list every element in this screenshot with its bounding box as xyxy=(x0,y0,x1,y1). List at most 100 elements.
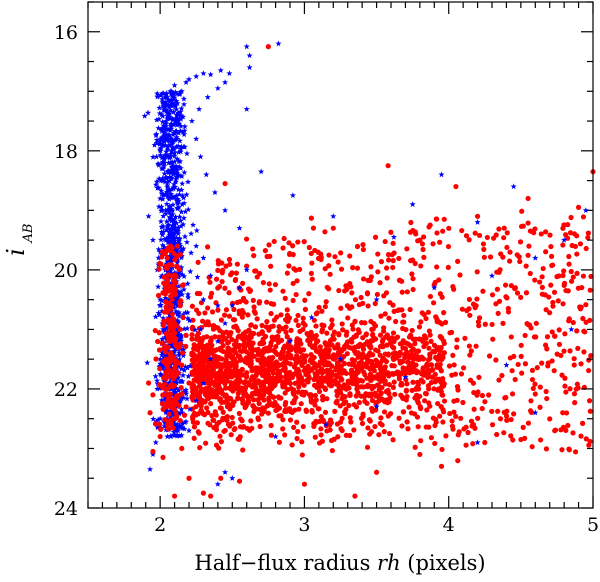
galaxy-point xyxy=(217,433,223,439)
galaxy-point xyxy=(239,314,245,320)
galaxy-point xyxy=(331,356,338,362)
star-point xyxy=(186,406,193,412)
galaxy-point xyxy=(409,327,415,334)
star-point xyxy=(175,283,183,289)
galaxy-point xyxy=(281,235,287,242)
galaxy-point xyxy=(588,273,594,280)
star-point xyxy=(159,326,167,332)
star-point xyxy=(175,374,182,381)
galaxy-point xyxy=(349,322,355,328)
galaxy-point xyxy=(280,417,286,423)
galaxy-point xyxy=(522,361,529,367)
galaxy-point xyxy=(410,276,416,282)
galaxy-point xyxy=(241,298,248,304)
star-point xyxy=(159,335,166,342)
star-point xyxy=(180,214,187,221)
galaxy-point xyxy=(407,258,414,264)
galaxy-point xyxy=(266,281,272,287)
galaxy-point xyxy=(419,241,426,247)
galaxy-point xyxy=(472,230,478,236)
galaxy-point xyxy=(415,386,422,392)
galaxy-point xyxy=(371,320,377,327)
star-point xyxy=(165,233,172,240)
galaxy-point xyxy=(202,353,208,359)
x-axis-label-pre: Half−flux radius xyxy=(194,551,377,575)
galaxy-point xyxy=(470,441,476,447)
galaxy-point xyxy=(569,242,575,249)
star-point xyxy=(164,268,171,275)
galaxy-point xyxy=(194,290,200,297)
star-point xyxy=(161,419,168,426)
galaxy-point xyxy=(243,334,249,340)
galaxy-point xyxy=(254,380,260,386)
star-point xyxy=(168,125,175,132)
star-point xyxy=(178,173,185,179)
galaxy-point xyxy=(291,391,297,397)
galaxy-point xyxy=(490,336,496,342)
galaxy-point xyxy=(394,369,401,375)
galaxy-point xyxy=(195,378,201,385)
star-point xyxy=(176,137,183,144)
star-point xyxy=(173,432,181,439)
galaxy-point xyxy=(375,251,381,257)
galaxy-point xyxy=(209,373,215,380)
galaxy-point xyxy=(308,215,314,221)
star-point xyxy=(181,367,188,373)
galaxy-point xyxy=(571,391,578,397)
star-point xyxy=(171,221,178,227)
galaxy-point xyxy=(319,322,325,328)
galaxy-point xyxy=(275,369,282,375)
star-point xyxy=(181,233,189,240)
galaxy-point xyxy=(587,438,593,445)
star-point xyxy=(157,195,164,202)
galaxy-point xyxy=(549,358,555,364)
galaxy-point xyxy=(280,345,287,352)
star-point xyxy=(165,221,172,228)
star-point xyxy=(161,170,168,177)
galaxy-point xyxy=(383,358,389,365)
star-point xyxy=(207,272,214,279)
galaxy-point xyxy=(421,254,427,260)
galaxy-point xyxy=(380,375,387,381)
galaxy-point xyxy=(190,384,197,390)
star-point xyxy=(200,379,207,386)
galaxy-point xyxy=(468,348,474,354)
star-point xyxy=(162,151,170,158)
galaxy-point xyxy=(438,334,444,340)
star-point xyxy=(169,201,176,208)
galaxy-point xyxy=(347,391,353,397)
galaxy-point xyxy=(311,354,317,361)
galaxy-point xyxy=(196,383,202,389)
galaxy-point xyxy=(253,268,259,274)
galaxy-point xyxy=(291,266,297,272)
star-point xyxy=(226,70,233,77)
star-point xyxy=(163,325,170,331)
galaxy-point xyxy=(162,349,168,355)
galaxy-point xyxy=(291,424,297,430)
galaxy-point xyxy=(282,366,288,372)
star-point xyxy=(182,309,189,316)
galaxy-point xyxy=(421,234,427,240)
galaxy-point xyxy=(252,365,258,371)
galaxy-point xyxy=(381,409,388,415)
galaxy-point xyxy=(301,481,308,487)
galaxy-point xyxy=(236,410,242,417)
galaxy-point xyxy=(296,384,302,390)
galaxy-point xyxy=(379,339,386,345)
star-point xyxy=(174,302,181,309)
star-point xyxy=(181,143,188,150)
galaxy-point xyxy=(525,252,531,258)
galaxy-point xyxy=(290,252,296,258)
star-point xyxy=(166,110,173,117)
galaxy-point xyxy=(406,404,412,410)
galaxy-point xyxy=(552,333,558,339)
galaxy-point xyxy=(586,398,593,404)
galaxy-point xyxy=(361,384,367,390)
galaxy-point xyxy=(302,297,308,303)
galaxy-point xyxy=(287,355,294,361)
star-point xyxy=(175,230,182,237)
galaxy-point xyxy=(158,426,164,432)
galaxy-point xyxy=(434,230,440,236)
star-point xyxy=(174,117,182,124)
galaxy-point xyxy=(390,240,396,247)
